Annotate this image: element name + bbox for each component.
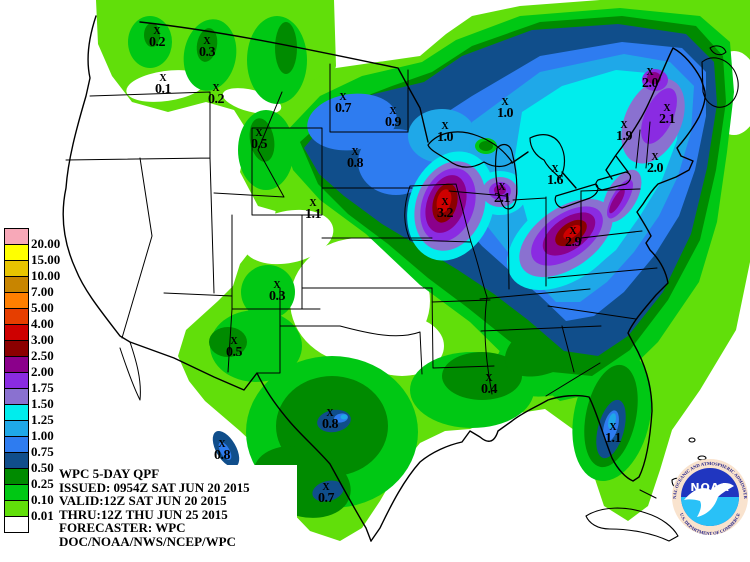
legend-threshold-label: 3.00 (31, 332, 54, 347)
issuance-info-line: FORECASTER: WPC (59, 520, 186, 535)
issuance-info-line: ISSUED: 0954Z SAT JUN 20 2015 (59, 479, 250, 495)
legend-threshold-label: 0.01 (31, 508, 54, 523)
issuance-info-line: THRU:12Z THU JUN 25 2015 (59, 506, 228, 522)
issuance-info-line: WPC 5-DAY QPF (59, 466, 160, 481)
legend-color-box (4, 324, 29, 341)
issuance-info-line: DOC/NOAA/NWS/NCEP/WPC (59, 533, 236, 549)
issuance-info-line: VALID:12Z SAT JUN 20 2015 (59, 493, 227, 508)
noaa-seagull-icon (684, 482, 734, 517)
legend-threshold-label: 0.25 (31, 476, 54, 491)
legend-color-box (4, 244, 29, 261)
great-lakes (427, 131, 632, 210)
legend-threshold-label: 1.50 (31, 396, 54, 411)
issuance-info-box: WPC 5-DAY QPF ISSUED: 0954Z SAT JUN 20 20… (57, 465, 297, 551)
legend-color-box (4, 260, 29, 277)
legend-threshold-label: 10.00 (31, 268, 61, 283)
noaa-acronym: NOAA (690, 481, 729, 494)
legend-threshold-label: 0.75 (31, 444, 54, 459)
legend-color-box (4, 356, 29, 373)
state-borders (65, 63, 658, 397)
legend-color-box (4, 340, 29, 357)
legend-threshold-label: 0.10 (31, 492, 54, 507)
legend-threshold-label: 0.50 (31, 460, 54, 475)
legend-threshold-label: 1.00 (31, 428, 54, 443)
legend-color-box (4, 468, 29, 485)
legend-threshold-label: 2.00 (31, 364, 54, 379)
legend-color-box (4, 276, 29, 293)
legend-color-box (4, 436, 29, 453)
legend-color-box (4, 372, 29, 389)
legend-threshold-label: 15.00 (31, 252, 61, 267)
legend-color-box (4, 516, 29, 533)
legend-color-box (4, 292, 29, 309)
legend-threshold-label: 1.25 (31, 412, 54, 427)
legend-color-box (4, 388, 29, 405)
legend-threshold-label: 1.75 (31, 380, 54, 395)
legend-threshold-label: 7.00 (31, 284, 54, 299)
legend-threshold-label: 4.00 (31, 316, 54, 331)
legend-color-box (4, 228, 29, 245)
legend-color-box (4, 308, 29, 325)
legend-color-box (4, 484, 29, 501)
legend-color-box (4, 500, 29, 517)
boundaries-layer (62, 15, 739, 542)
coastline (62, 15, 706, 542)
legend-color-box (4, 452, 29, 469)
legend-color-box (4, 420, 29, 437)
legend-threshold-label: 2.50 (31, 348, 54, 363)
legend-threshold-label: 5.00 (31, 300, 54, 315)
legend-color-box (4, 404, 29, 421)
legend-threshold-label: 20.00 (31, 236, 61, 251)
precip-layer (96, 0, 750, 541)
